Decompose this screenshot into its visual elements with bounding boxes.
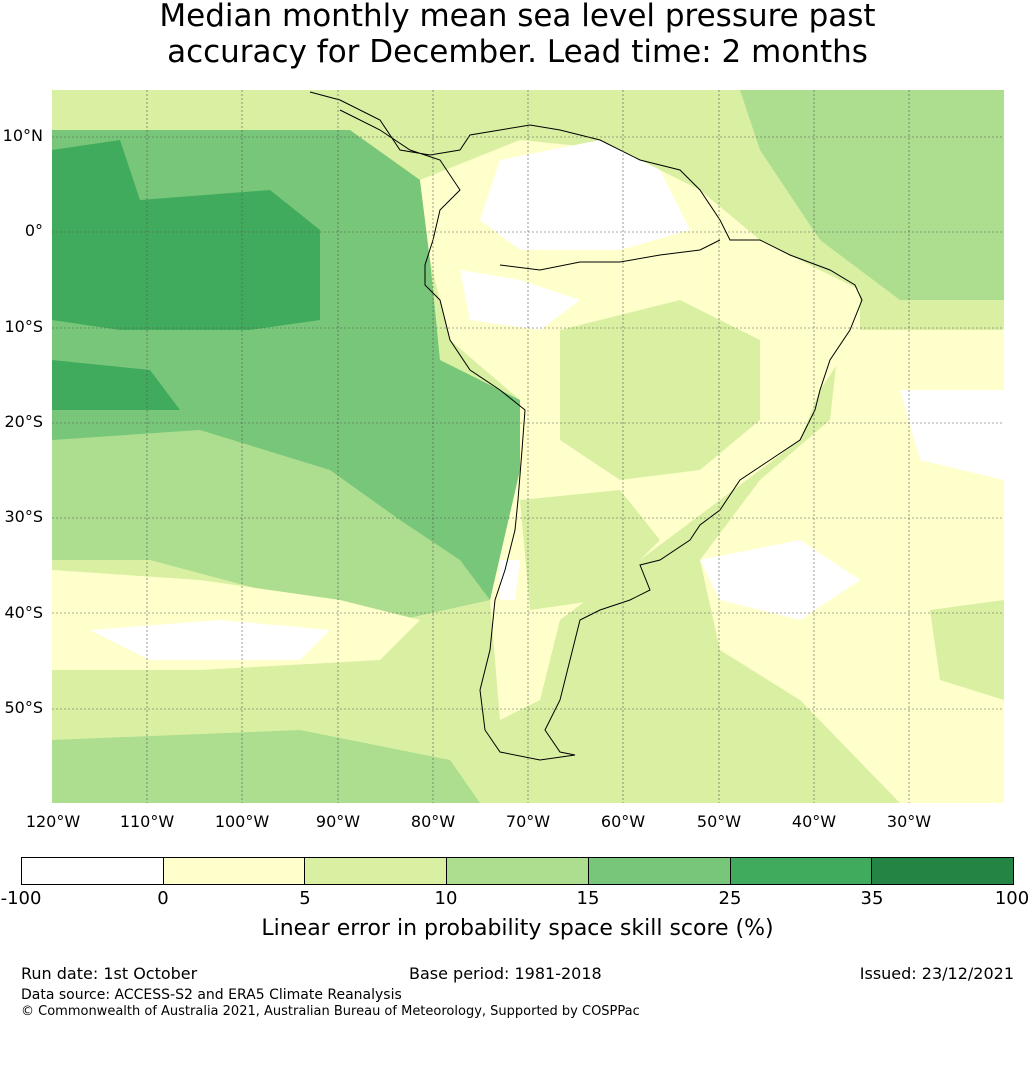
lon-label-60w: 60°W [600,812,646,831]
atlantic-region-5-10 [930,600,1004,700]
continent-region-negative-2 [460,270,580,330]
continent-region-5-10-south [520,490,660,610]
colorbar-tick-35: 35 [860,888,884,909]
colorbar-tick-100: 100 [994,888,1030,909]
lat-label-0: 0° [24,221,43,240]
colorbar-tick-15: 15 [576,888,600,909]
colorbar-tick-0: 0 [157,888,169,909]
pacific-region-25-35-south [52,360,180,410]
issued-date: Issued: 23/12/2021 [859,964,1014,983]
colorbar-segment-1 [163,858,306,884]
lon-label-70w: 70°W [505,812,551,831]
lat-label-30s: 30°S [4,507,43,526]
lat-label-10n: 10°N [2,126,43,145]
colorbar-segment-0 [22,858,164,884]
lon-label-30w: 30°W [886,812,932,831]
colorbar-segment-5 [730,858,873,884]
lon-label-90w: 90°W [315,812,361,831]
continent-region-negative [480,140,690,250]
continent-region-5-10 [560,300,760,480]
lon-label-80w: 80°W [410,812,456,831]
lon-label-50w: 50°W [696,812,742,831]
chart-title: Median monthly mean sea level pressure p… [0,0,1035,70]
atlantic-region-10-15 [740,90,1004,300]
pacific-region-negative [90,620,330,660]
title-line-1: Median monthly mean sea level pressure p… [159,0,876,34]
run-date: Run date: 1st October [21,964,198,983]
coastline [309,91,863,761]
colorbar-tick-10: 10 [434,888,458,909]
base-period: Base period: 1981-2018 [409,964,602,983]
south-pacific-region-10-15 [52,730,480,803]
colorbar-segment-3 [447,858,589,884]
colorbar-label: Linear error in probability space skill … [261,916,774,941]
colorbar-segment-2 [305,858,448,884]
lon-label-100w: 100°W [214,812,270,831]
data-source: Data source: ACCESS-S2 and ERA5 Climate … [21,987,402,1003]
gridlines [52,90,1004,803]
atlantic-region-negative [900,390,1004,480]
colorbar-tick-minus100: -100 [0,888,42,909]
colorbar [21,857,1014,885]
lon-label-110w: 110°W [119,812,175,831]
colorbar-segment-4 [588,858,731,884]
colorbar-segment-6 [872,858,1014,884]
atlantic-region-negative-south [700,540,860,620]
lat-label-40s: 40°S [4,603,43,622]
colorbar-tick-5: 5 [299,888,311,909]
amazon-river [499,239,721,271]
colorbar-tick-25: 25 [718,888,742,909]
lat-label-20s: 20°S [4,412,43,431]
lat-label-10s: 10°S [4,317,43,336]
title-line-2: accuracy for December. Lead time: 2 mont… [167,34,868,70]
lon-label-40w: 40°W [791,812,837,831]
lat-label-50s: 50°S [4,698,43,717]
pacific-region-25-35 [52,140,320,330]
skill-map [52,90,1004,803]
pacific-region-10-15 [52,430,490,620]
copyright: © Commonwealth of Australia 2021, Austra… [21,1004,640,1019]
lon-label-120w: 120°W [25,812,81,831]
